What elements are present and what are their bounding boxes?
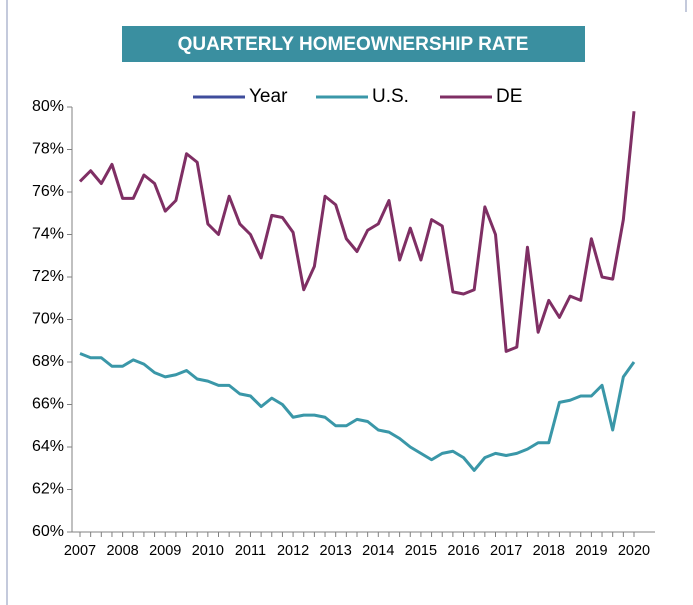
- y-tick-label: 66%: [32, 396, 64, 413]
- y-tick-label: 64%: [32, 438, 64, 455]
- legend-label: Year: [249, 86, 288, 107]
- x-tick-label: 2017: [490, 543, 522, 559]
- x-tick-label: 2008: [106, 543, 138, 559]
- legend-label: U.S.: [372, 86, 409, 107]
- y-tick-label: 62%: [32, 481, 64, 498]
- x-tick-label: 2007: [64, 543, 96, 559]
- x-tick-label: 2011: [235, 543, 266, 559]
- y-tick-label: 70%: [32, 311, 64, 328]
- x-tick-label: 2013: [320, 543, 352, 559]
- x-tick-label: 2009: [149, 543, 181, 559]
- x-tick-label: 2020: [618, 543, 650, 559]
- y-tick-label: 72%: [32, 268, 64, 285]
- x-tick-label: 2018: [533, 543, 565, 559]
- x-tick-label: 2012: [277, 543, 309, 559]
- x-tick-label: 2010: [192, 543, 224, 559]
- x-tick-label: 2019: [575, 543, 607, 559]
- x-tick-label: 2015: [405, 543, 437, 559]
- y-tick-label: 76%: [32, 183, 64, 200]
- legend-label: DE: [496, 86, 522, 107]
- line-series: [78, 111, 636, 353]
- y-tick-label: 78%: [32, 141, 64, 158]
- y-tick-label: 80%: [32, 98, 64, 115]
- y-tick-label: 60%: [32, 523, 64, 540]
- x-tick-label: 2016: [447, 543, 479, 559]
- y-tick-label: 74%: [32, 226, 64, 243]
- line-series: [79, 352, 636, 472]
- y-tick-label: 68%: [32, 353, 64, 370]
- chart-title: QUARTERLY HOMEOWNERSHIP RATE: [178, 34, 529, 55]
- title-box: [122, 26, 585, 62]
- x-tick-label: 2014: [362, 543, 394, 559]
